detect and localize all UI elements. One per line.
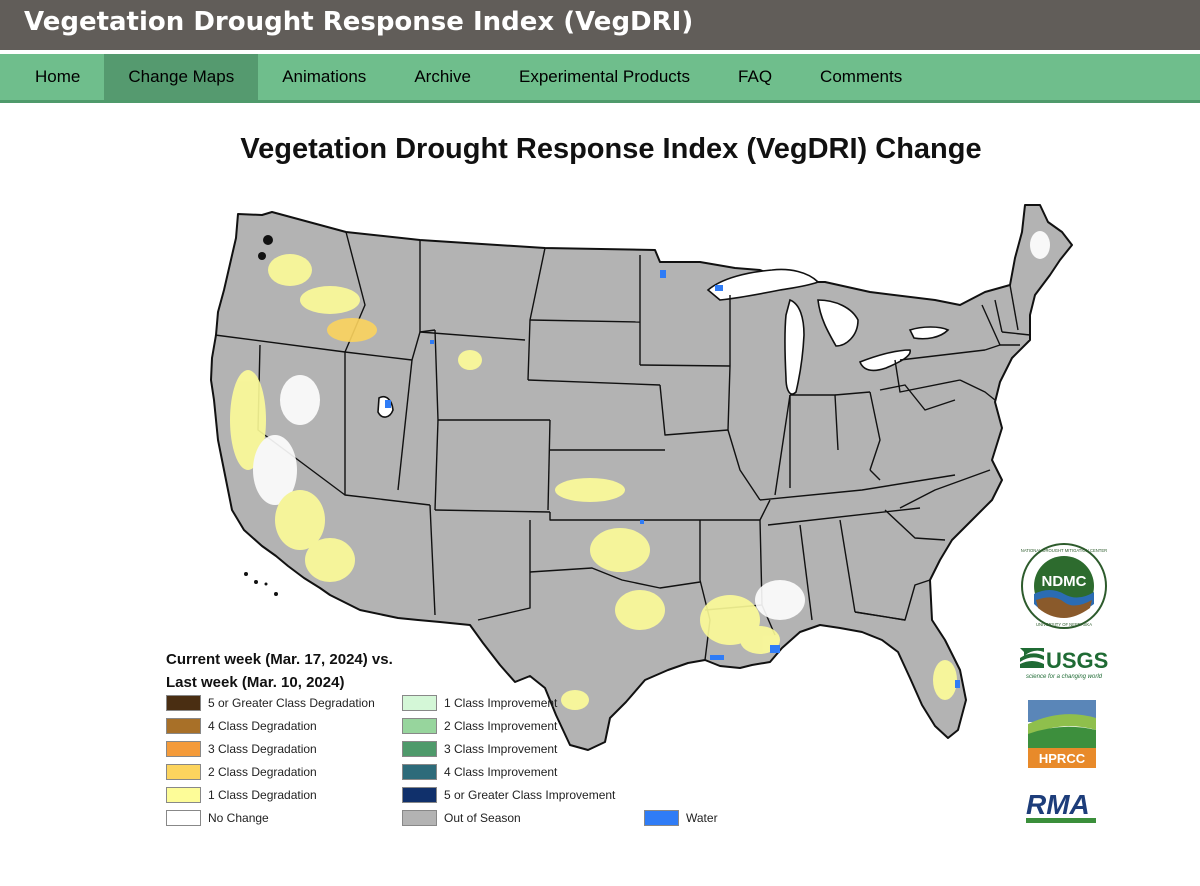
legend-swatch — [402, 764, 437, 780]
legend-swatch — [402, 695, 437, 711]
legend-swatch — [166, 741, 201, 757]
legend-label: 1 Class Improvement — [444, 696, 558, 710]
legend-heading-line2: Last week (Mar. 10, 2024) — [166, 674, 345, 691]
lake-ontario — [908, 326, 950, 340]
legend-swatch — [166, 718, 201, 734]
main-nav: Home Change Maps Animations Archive Expe… — [0, 54, 1200, 103]
rma-logo-text: RMA — [1026, 789, 1090, 820]
legend-swatch — [166, 764, 201, 780]
lake-superior — [706, 268, 820, 301]
nav-experimental-products[interactable]: Experimental Products — [519, 67, 691, 86]
nav-comments[interactable]: Comments — [820, 67, 903, 86]
site-title: Vegetation Drought Response Index (VegDR… — [24, 7, 694, 37]
legend-swatch — [402, 741, 437, 757]
hprcc-logo[interactable]: HPRCC — [1028, 700, 1096, 768]
legend-item: 3 Class Degradation — [166, 741, 317, 757]
legend-item: 1 Class Degradation — [166, 787, 317, 803]
usgs-logo-graphic: USGS science for a changing world — [1020, 648, 1108, 680]
legend-item: Water — [644, 810, 718, 826]
legend-swatch — [402, 787, 437, 803]
legend-item: 2 Class Improvement — [402, 718, 557, 734]
legend-label: No Change — [208, 811, 269, 825]
legend-label: Water — [686, 811, 718, 825]
nav-change-maps[interactable]: Change Maps — [104, 54, 259, 100]
lake-huron — [817, 299, 859, 347]
legend-item: 5 or Greater Class Degradation — [166, 695, 375, 711]
legend-swatch — [644, 810, 679, 826]
legend-heading: Current week (Mar. 17, 2024) vs. Last we… — [166, 648, 393, 694]
rma-logo[interactable]: RMA — [1022, 786, 1102, 828]
legend-label: 5 or Greater Class Degradation — [208, 696, 375, 710]
legend-label: Out of Season — [444, 811, 521, 825]
nav-archive[interactable]: Archive — [414, 67, 471, 86]
legend-swatch — [166, 695, 201, 711]
legend-item: 2 Class Degradation — [166, 764, 317, 780]
ndmc-logo[interactable]: NDMC NATIONAL DROUGHT MITIGATION CENTER … — [1020, 542, 1108, 630]
legend-swatch — [402, 810, 437, 826]
usgs-logo[interactable]: USGS science for a changing world — [1018, 642, 1110, 682]
ndmc-logo-text: NDMC — [1042, 573, 1087, 590]
legend-item: 3 Class Improvement — [402, 741, 557, 757]
legend-item: No Change — [166, 810, 269, 826]
legend-label: 2 Class Degradation — [208, 765, 317, 779]
legend-label: 2 Class Improvement — [444, 719, 558, 733]
nav-home[interactable]: Home — [35, 67, 81, 86]
legend-label: 4 Class Improvement — [444, 765, 558, 779]
legend-item: Out of Season — [402, 810, 521, 826]
nav-faq[interactable]: FAQ — [738, 67, 773, 86]
conus-landmass — [210, 204, 1073, 751]
coastal-islands — [244, 235, 278, 596]
ndmc-logo-ring-top: NATIONAL DROUGHT MITIGATION CENTER — [1021, 548, 1107, 553]
great-lakes — [377, 268, 950, 418]
legend-swatch — [166, 810, 201, 826]
legend-item: 1 Class Improvement — [402, 695, 557, 711]
legend-label: 1 Class Degradation — [208, 788, 317, 802]
water-bodies — [385, 270, 960, 688]
legend-heading-line1: Current week (Mar. 17, 2024) vs. — [166, 651, 393, 668]
legend-label: 3 Class Improvement — [444, 742, 558, 756]
legend-swatch — [166, 787, 201, 803]
map-title: Vegetation Drought Response Index (VegDR… — [240, 133, 982, 165]
legend-label: 4 Class Degradation — [208, 719, 317, 733]
legend-label: 5 or Greater Class Improvement — [444, 788, 616, 802]
usgs-logo-text: USGS — [1046, 648, 1108, 673]
legend-item: 4 Class Improvement — [402, 764, 557, 780]
legend-swatch — [402, 718, 437, 734]
legend-item: 5 or Greater Class Improvement — [402, 787, 615, 803]
change-patches — [230, 231, 1050, 710]
nav-animations[interactable]: Animations — [282, 67, 367, 86]
site-header: Vegetation Drought Response Index (VegDR… — [0, 0, 1200, 50]
legend-item: 4 Class Degradation — [166, 718, 317, 734]
ndmc-logo-ring-bottom: UNIVERSITY OF NEBRASKA — [1036, 622, 1092, 627]
usgs-logo-tagline: science for a changing world — [1026, 674, 1103, 680]
hprcc-logo-text: HPRCC — [1039, 751, 1086, 766]
legend-label: 3 Class Degradation — [208, 742, 317, 756]
lake-michigan — [784, 298, 805, 395]
